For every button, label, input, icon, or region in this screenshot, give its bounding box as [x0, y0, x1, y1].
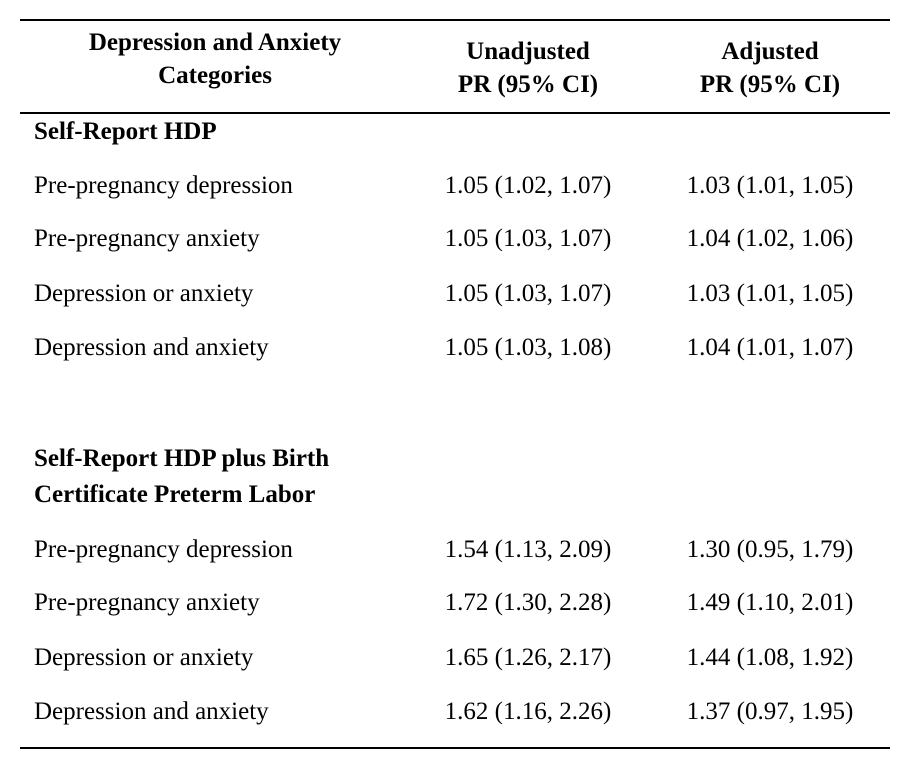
row-label: Pre-pregnancy depression: [34, 172, 293, 199]
row-adjusted-value: 1.30 (0.95, 1.79): [686, 536, 854, 563]
table-row: Depression or anxiety 1.65 (1.26, 2.17) …: [0, 640, 910, 676]
row-adjusted-value: 1.04 (1.02, 1.06): [686, 225, 854, 252]
row-label: Depression and anxiety: [34, 334, 269, 361]
row-unadjusted-value: 1.05 (1.03, 1.07): [444, 225, 612, 252]
table-row: Depression or anxiety 1.05 (1.03, 1.07) …: [0, 276, 910, 312]
header-adjusted-line-2: PR (95% CI): [699, 71, 841, 98]
row-unadjusted-value: 1.05 (1.03, 1.08): [444, 334, 612, 361]
row-adjusted-value: 1.03 (1.01, 1.05): [686, 280, 854, 307]
row-label: Depression or anxiety: [34, 280, 254, 307]
table-row: Depression and anxiety 1.05 (1.03, 1.08)…: [0, 330, 910, 366]
section-title-self-report-plus-preterm: Self-Report HDP plus Birth Certificate P…: [34, 441, 329, 513]
row-label: Depression or anxiety: [34, 644, 254, 671]
row-adjusted-value: 1.44 (1.08, 1.92): [686, 644, 854, 671]
row-label: Pre-pregnancy anxiety: [34, 589, 260, 616]
row-unadjusted-value: 1.54 (1.13, 2.09): [444, 536, 612, 563]
header-unadjusted: Unadjusted PR (95% CI): [412, 35, 644, 101]
table-row: Depression and anxiety 1.62 (1.16, 2.26)…: [0, 694, 910, 730]
header-adjusted: Adjusted PR (95% CI): [654, 35, 886, 101]
section-title-line: Certificate Preterm Labor: [34, 481, 316, 508]
row-adjusted-value: 1.37 (0.97, 1.95): [686, 698, 854, 725]
row-label: Pre-pregnancy anxiety: [34, 225, 260, 252]
row-unadjusted-value: 1.05 (1.03, 1.07): [444, 280, 612, 307]
header-unadjusted-line-1: Unadjusted: [466, 38, 590, 65]
header-category-line-1: Depression and Anxiety: [88, 29, 342, 56]
row-unadjusted-value: 1.65 (1.26, 2.17): [444, 644, 612, 671]
row-adjusted-value: 1.49 (1.10, 2.01): [686, 589, 854, 616]
table-header-rule: [20, 112, 890, 114]
table-row: Pre-pregnancy anxiety 1.05 (1.03, 1.07) …: [0, 221, 910, 257]
row-adjusted-value: 1.03 (1.01, 1.05): [686, 172, 854, 199]
row-adjusted-value: 1.04 (1.01, 1.07): [686, 334, 854, 361]
table-top-rule: [20, 19, 890, 21]
section-title-line: Self-Report HDP plus Birth: [34, 445, 330, 472]
header-category: Depression and Anxiety Categories: [40, 26, 390, 92]
section-title-self-report: Self-Report HDP: [34, 114, 217, 150]
header-adjusted-line-1: Adjusted: [721, 38, 819, 65]
table-row: Pre-pregnancy depression 1.54 (1.13, 2.0…: [0, 532, 910, 568]
table-row: Pre-pregnancy anxiety 1.72 (1.30, 2.28) …: [0, 585, 910, 621]
section-title-line: Self-Report HDP: [34, 118, 217, 145]
row-unadjusted-value: 1.05 (1.02, 1.07): [444, 172, 612, 199]
header-unadjusted-line-2: PR (95% CI): [457, 71, 599, 98]
table-row: Pre-pregnancy depression 1.05 (1.02, 1.0…: [0, 168, 910, 204]
row-unadjusted-value: 1.62 (1.16, 2.26): [444, 698, 612, 725]
row-unadjusted-value: 1.72 (1.30, 2.28): [444, 589, 612, 616]
header-category-line-2: Categories: [158, 62, 272, 89]
row-label: Pre-pregnancy depression: [34, 536, 293, 563]
table-bottom-rule: [20, 747, 890, 749]
row-label: Depression and anxiety: [34, 698, 269, 725]
